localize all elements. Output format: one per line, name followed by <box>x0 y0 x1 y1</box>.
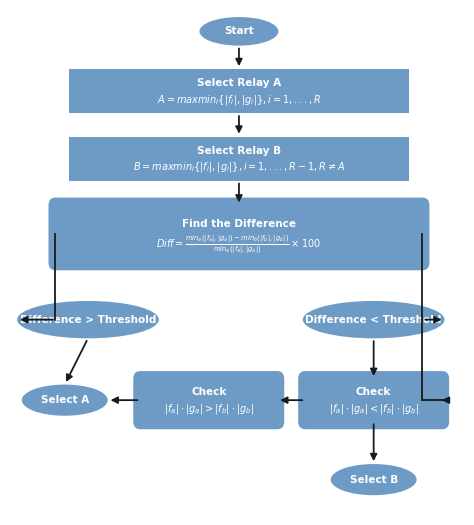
Ellipse shape <box>303 301 445 338</box>
Text: $Diff = \frac{min_a(|f_a|,|g_a|) - min_b(|f_b|,|g_b|)}{min_a(|f_a|,|g_a|)} \time: $Diff = \frac{min_a(|f_a|,|g_a|) - min_b… <box>156 234 321 257</box>
Ellipse shape <box>22 385 108 416</box>
Text: Select A: Select A <box>41 395 89 405</box>
Text: Select Relay A: Select Relay A <box>197 78 281 88</box>
Text: $|f_a|\cdot|g_a| > |f_b|\cdot|g_b|$: $|f_a|\cdot|g_a| > |f_b|\cdot|g_b|$ <box>164 402 254 416</box>
Text: Difference > Threshold: Difference > Threshold <box>20 314 156 324</box>
FancyBboxPatch shape <box>48 197 429 270</box>
FancyBboxPatch shape <box>133 371 284 429</box>
Text: Check: Check <box>356 387 392 397</box>
Text: $B = maxmin_i\{|f_i|, |g_i|\}, i = 1, ..., R-1, R \neq A$: $B = maxmin_i\{|f_i|, |g_i|\}, i = 1, ..… <box>133 161 345 174</box>
Text: $A = maxmin_i\{|f_i|, |g_i|\}, i = 1, ..., R$: $A = maxmin_i\{|f_i|, |g_i|\}, i = 1, ..… <box>157 93 321 107</box>
Text: $|f_a|\cdot|g_a| < |f_b|\cdot|g_b|$: $|f_a|\cdot|g_a| < |f_b|\cdot|g_b|$ <box>328 402 419 416</box>
Text: Check: Check <box>191 387 227 397</box>
Ellipse shape <box>17 301 159 338</box>
FancyBboxPatch shape <box>69 136 409 181</box>
Text: Difference < Threshold: Difference < Threshold <box>305 314 442 324</box>
Ellipse shape <box>200 17 278 46</box>
Text: Select Relay B: Select Relay B <box>197 145 281 156</box>
Ellipse shape <box>331 464 417 495</box>
Text: Start: Start <box>224 26 254 36</box>
FancyBboxPatch shape <box>298 371 449 429</box>
FancyBboxPatch shape <box>69 69 409 113</box>
Text: Select B: Select B <box>349 475 398 485</box>
Text: Find the Difference: Find the Difference <box>182 218 296 229</box>
